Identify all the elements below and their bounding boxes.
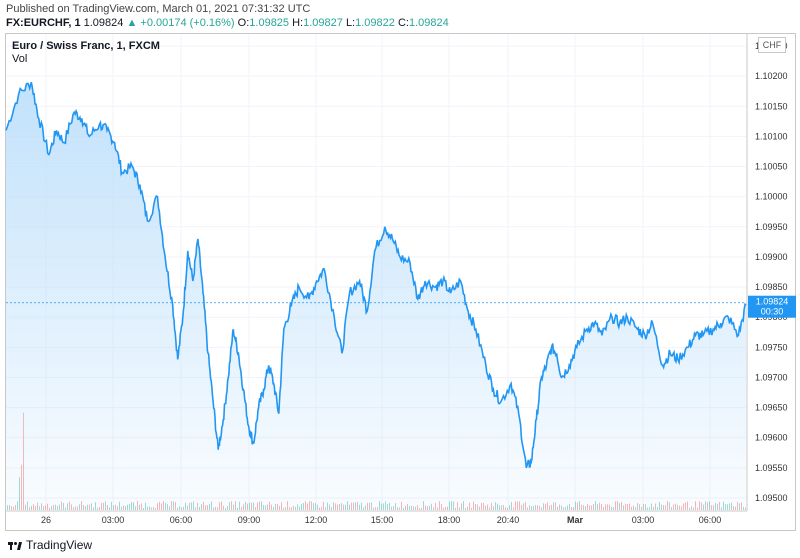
x-tick-label: 18:00 [438, 515, 461, 525]
y-tick-label: 1.09950 [755, 222, 788, 232]
price-tag-box [748, 295, 796, 318]
low-label: L: [345, 17, 356, 29]
brand-logo: TradingView [8, 538, 92, 552]
y-tick-label: 1.09850 [755, 282, 788, 292]
last-price: 1.09824 [83, 17, 124, 29]
price-line [5, 81, 747, 469]
x-axis: 26 03:00 06:00 09:00 12:00 15:00 18:00 20:40 Mar… [41, 515, 721, 525]
open-label: O: [237, 17, 250, 29]
x-tick-label: 06:00 [699, 515, 722, 525]
y-tick-label: 1.09750 [755, 342, 788, 352]
x-tick-label: 03:00 [632, 515, 655, 525]
price-area [6, 82, 746, 510]
chart-frame [5, 33, 796, 531]
high-value: 1.09827 [303, 17, 343, 29]
high-label: H: [292, 17, 304, 29]
y-tick-label: 1.10000 [755, 192, 788, 202]
legend-volume: Vol [12, 53, 28, 65]
x-tick-label: 15:00 [371, 515, 394, 525]
y-tick-label: 1.10050 [755, 162, 788, 172]
price-tag: 1.09824 00:30 [748, 295, 796, 318]
price-tag-value: 1.09824 [756, 297, 789, 307]
x-tick-label: 20:40 [497, 515, 520, 525]
legend-title: Euro / Swiss Franc, 1, FXCM [12, 40, 160, 52]
symbol-label: FX:EURCHF, 1 [6, 17, 81, 29]
y-tick-label: 1.09700 [755, 372, 788, 382]
open-value: 1.09825 [249, 17, 290, 29]
price-tag-countdown: 00:30 [761, 307, 784, 317]
brand-name: TradingView [26, 538, 93, 552]
x-tick-label: 09:00 [238, 515, 261, 525]
change-label: ▲ +0.00174 (+0.16%) [126, 17, 235, 29]
tradingview-logo-icon [8, 540, 22, 550]
y-tick-label: 1.10100 [755, 131, 788, 141]
ohlc-bar: FX:EURCHF, 1 1.09824 ▲ +0.00174 (+0.16%)… [6, 17, 449, 29]
x-tick-label: 26 [41, 515, 51, 525]
y-tick-label: 1.09500 [755, 493, 788, 503]
y-tick-label: 1.09900 [755, 252, 788, 262]
y-axis: 1.102501.102001.101501.101001.100501.100… [755, 41, 788, 503]
y-tick-label: 1.09650 [755, 403, 788, 413]
x-tick-label: 06:00 [170, 515, 193, 525]
close-label: C: [397, 17, 409, 29]
x-tick-label: Mar [567, 515, 584, 525]
published-note: Published on TradingView.com, March 01, … [6, 3, 311, 15]
y-tick-label: 1.10200 [755, 71, 788, 81]
y-tick-label: 1.10150 [755, 101, 788, 111]
close-value: 1.09824 [408, 17, 449, 29]
low-value: 1.09822 [355, 17, 395, 29]
y-tick-label: 1.09600 [755, 433, 788, 443]
x-tick-label: 12:00 [305, 515, 328, 525]
y-tick-label: 1.09550 [755, 463, 788, 473]
x-tick-label: 03:00 [102, 515, 125, 525]
currency-button[interactable]: CHF [758, 37, 786, 53]
